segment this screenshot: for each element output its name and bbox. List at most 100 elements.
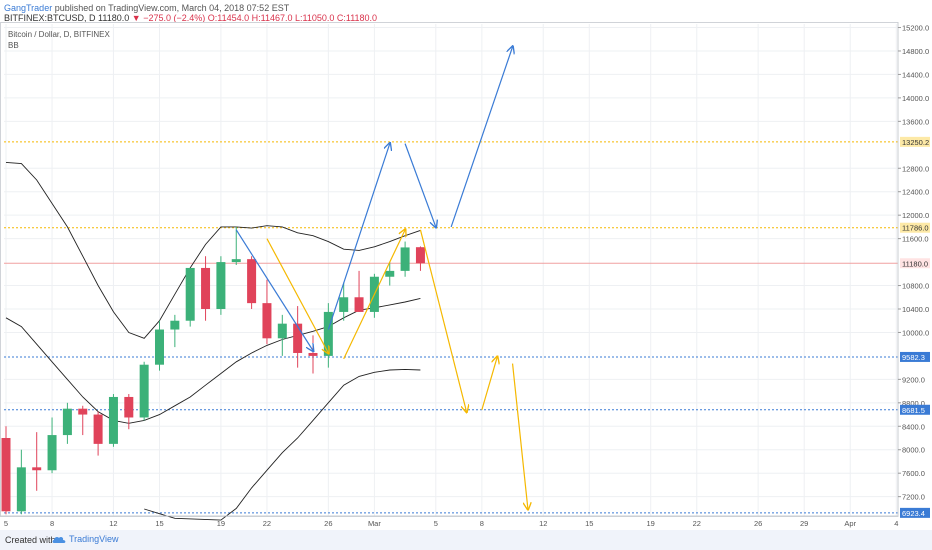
level-price-label: 13250.2 — [902, 138, 929, 147]
publish-line: GangTrader published on TradingView.com,… — [4, 3, 289, 13]
level-price-label: 6923.4 — [902, 509, 925, 518]
candle-body — [323, 311, 333, 356]
time-tick-label: 19 — [647, 519, 655, 528]
time-tick-label: 26 — [324, 519, 332, 528]
price-tick-label: 14400.0 — [902, 70, 929, 79]
time-tick-label: 4 — [894, 519, 898, 528]
price-tick-label: 14000.0 — [902, 94, 929, 103]
grid-lines — [4, 24, 898, 516]
price-tick-label: 14800.0 — [902, 47, 929, 56]
bb-upper-band — [5, 161, 421, 339]
candle-body — [185, 267, 195, 321]
candle-body — [32, 467, 42, 471]
projection-arrow — [235, 229, 313, 351]
time-axis: 5 8 12 15 19 22 26 Mar 5 8 12 15 19 22 26 29 Apr 4 — [0, 515, 898, 528]
plot-border — [0, 22, 899, 517]
level-price-tag — [900, 258, 930, 269]
price-tick-label: 10400.0 — [902, 305, 929, 314]
candles-group — [1, 226, 425, 515]
price-tick-label: 13600.0 — [902, 117, 929, 126]
price-tick-label: 10000.0 — [902, 328, 929, 337]
candle-body — [16, 467, 26, 512]
candle-body — [247, 259, 257, 304]
indicator-label: BB — [8, 41, 19, 50]
candle-body — [155, 329, 164, 365]
level-price-label: 11786.0 — [902, 224, 929, 233]
time-tick-label: 15 — [155, 519, 163, 528]
time-tick-label: 8 — [50, 519, 54, 528]
price-tick-label: 9200.0 — [902, 375, 925, 384]
price-change: −275.0 (−2.4%) — [143, 13, 206, 23]
tradingview-cloud-icon — [52, 536, 66, 543]
time-tick-label: 12 — [539, 519, 547, 528]
price-chart[interactable]: 15200.014800.014400.014000.013600.012800… — [0, 22, 932, 530]
bb-middle-band — [5, 297, 421, 424]
candle-body — [231, 259, 241, 263]
candle-body — [308, 352, 318, 356]
projection-arrow — [511, 363, 528, 509]
level-price-label: 8681.5 — [902, 406, 925, 415]
price-tick-label: 7600.0 — [902, 469, 925, 478]
candle-body — [293, 323, 303, 353]
candle-body — [262, 303, 272, 339]
candle-body — [201, 267, 211, 309]
author-link[interactable]: GangTrader — [4, 3, 53, 13]
price-tick-label: 10800.0 — [902, 282, 929, 291]
projection-arrow — [343, 230, 405, 360]
candle-body — [339, 297, 349, 312]
candle-body — [1, 438, 11, 512]
candle-body — [354, 297, 364, 312]
price-tick-label: 8400.0 — [902, 422, 925, 431]
price-tick-label: 11600.0 — [902, 235, 929, 244]
price-tick-label: 8800.0 — [902, 399, 925, 408]
candle-body — [93, 414, 103, 444]
projection-arrow — [327, 144, 389, 330]
projection-arrow — [266, 238, 328, 353]
price-tick-label: 7200.0 — [902, 493, 925, 502]
published-text: published on TradingView.com, March 04, … — [54, 3, 290, 13]
candle-body — [108, 396, 118, 444]
time-tick-label: 29 — [800, 519, 808, 528]
projection-arrow — [419, 229, 466, 412]
price-tick-label: 8000.0 — [902, 446, 925, 455]
time-tick-label: 22 — [263, 519, 271, 528]
time-tick-label: 15 — [585, 519, 593, 528]
level-price-tag — [900, 222, 930, 233]
price-tick-label: 15200.0 — [902, 24, 929, 33]
level-price-tag — [900, 351, 930, 362]
level-price-label: 11180.0 — [902, 259, 928, 268]
created-with-label: Created with — [5, 535, 56, 545]
tradingview-brand[interactable]: TradingView — [52, 534, 119, 544]
price-tick-label: 12800.0 — [902, 164, 929, 173]
time-tick-label: 19 — [217, 519, 225, 528]
ohlc-values: O:11454.0 H:11467.0 L:11050.0 C:11180.0 — [207, 13, 378, 23]
chart-header: GangTrader published on TradingView.com,… — [0, 0, 932, 24]
level-price-tag — [900, 136, 930, 147]
time-tick-label: 5 — [434, 519, 438, 528]
price-tick-label: 12000.0 — [902, 211, 929, 220]
last-price: 11180.0 — [98, 13, 130, 23]
candle-body — [78, 408, 88, 415]
level-price-tag — [900, 404, 930, 415]
candle-body — [216, 262, 226, 309]
level-price-label: 9582.3 — [902, 353, 925, 362]
time-tick-label: 5 — [4, 519, 8, 528]
candle-body — [415, 247, 425, 264]
footer-bar: Created with TradingView — [0, 530, 932, 550]
bb-lower-band — [144, 368, 421, 521]
price-tick-label: 12400.0 — [902, 188, 929, 197]
time-tick-label: Apr — [844, 519, 856, 528]
projection-arrow — [481, 357, 497, 411]
chart-title: Bitcoin / Dollar, D, BITFINEX — [8, 30, 110, 39]
candle-body — [139, 364, 149, 418]
symbol-line: BITFINEX:BTCUSD, D 11180.0 ▼ −275.0 (−2.… — [4, 13, 377, 23]
time-tick-label: 22 — [693, 519, 701, 528]
price-axis: 15200.0 14800.0 14400.0 14000.0 13600.0 12800… — [897, 22, 930, 518]
brand-label: TradingView — [69, 534, 119, 544]
candle-body — [47, 435, 57, 471]
level-price-tag — [900, 507, 930, 518]
time-tick-label: Mar — [368, 519, 381, 528]
projection-arrow — [450, 47, 512, 228]
candle-body — [124, 396, 134, 418]
time-tick-label: 26 — [754, 519, 762, 528]
